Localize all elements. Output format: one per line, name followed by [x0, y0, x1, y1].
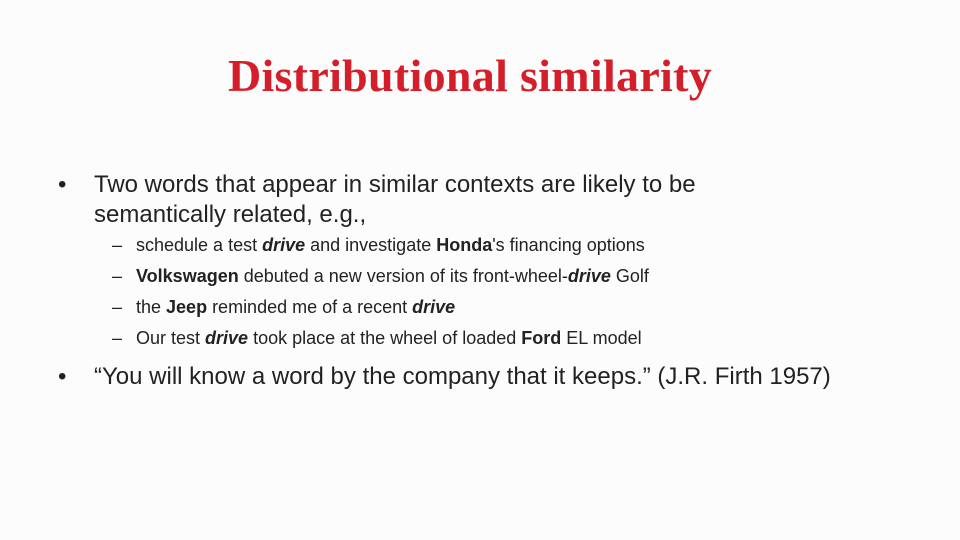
dash-marker: –: [112, 297, 123, 317]
slide-title: Distributional similarity: [227, 50, 713, 101]
brand-word: Jeep: [166, 297, 208, 317]
dash-marker: –: [112, 328, 123, 348]
example-sentence: the Jeep reminded me of a recent drive: [136, 297, 455, 317]
example-item: – Volkswagen debuted a new version of it…: [0, 265, 960, 296]
target-word: drive: [567, 266, 611, 286]
example-item: – schedule a test drive and investigate …: [0, 234, 960, 265]
bullet-item: • Two words that appear in similar conte…: [0, 170, 960, 230]
example-item: – Our test drive took place at the wheel…: [0, 327, 960, 358]
target-word: drive: [262, 235, 306, 255]
example-text: the: [136, 297, 167, 317]
example-text: took place at the wheel of loaded: [248, 328, 522, 348]
example-sentence: Our test drive took place at the wheel o…: [136, 328, 642, 348]
target-word: drive: [205, 328, 249, 348]
dash-marker: –: [112, 235, 123, 255]
brand-word: Volkswagen: [136, 266, 239, 286]
brand-word: Honda: [436, 235, 493, 255]
example-text: debuted a new version of its front-wheel…: [238, 266, 568, 286]
target-word: drive: [412, 297, 456, 317]
example-item: – the Jeep reminded me of a recent drive: [0, 296, 960, 327]
example-text: Our test: [136, 328, 206, 348]
bullet-marker: •: [58, 363, 67, 390]
bullet-text: Two words that appear in similar context…: [94, 171, 696, 228]
example-text: Golf: [610, 266, 649, 286]
example-text: reminded me of a recent: [207, 297, 413, 317]
bullet-marker: •: [58, 171, 67, 198]
dash-marker: –: [112, 266, 123, 286]
example-list: – schedule a test drive and investigate …: [0, 234, 960, 358]
bullet-item: • “You will know a word by the company t…: [0, 362, 960, 392]
example-text: EL model: [561, 328, 642, 348]
quote-text: “You will know a word by the company tha…: [94, 363, 831, 390]
brand-word: Ford: [521, 328, 562, 348]
bullet-list: • Two words that appear in similar conte…: [0, 170, 960, 392]
example-text: 's financing options: [492, 235, 645, 255]
example-sentence: schedule a test drive and investigate Ho…: [136, 235, 645, 255]
example-text: and investigate: [305, 235, 437, 255]
example-text: schedule a test: [136, 235, 263, 255]
example-sentence: Volkswagen debuted a new version of its …: [136, 266, 649, 286]
